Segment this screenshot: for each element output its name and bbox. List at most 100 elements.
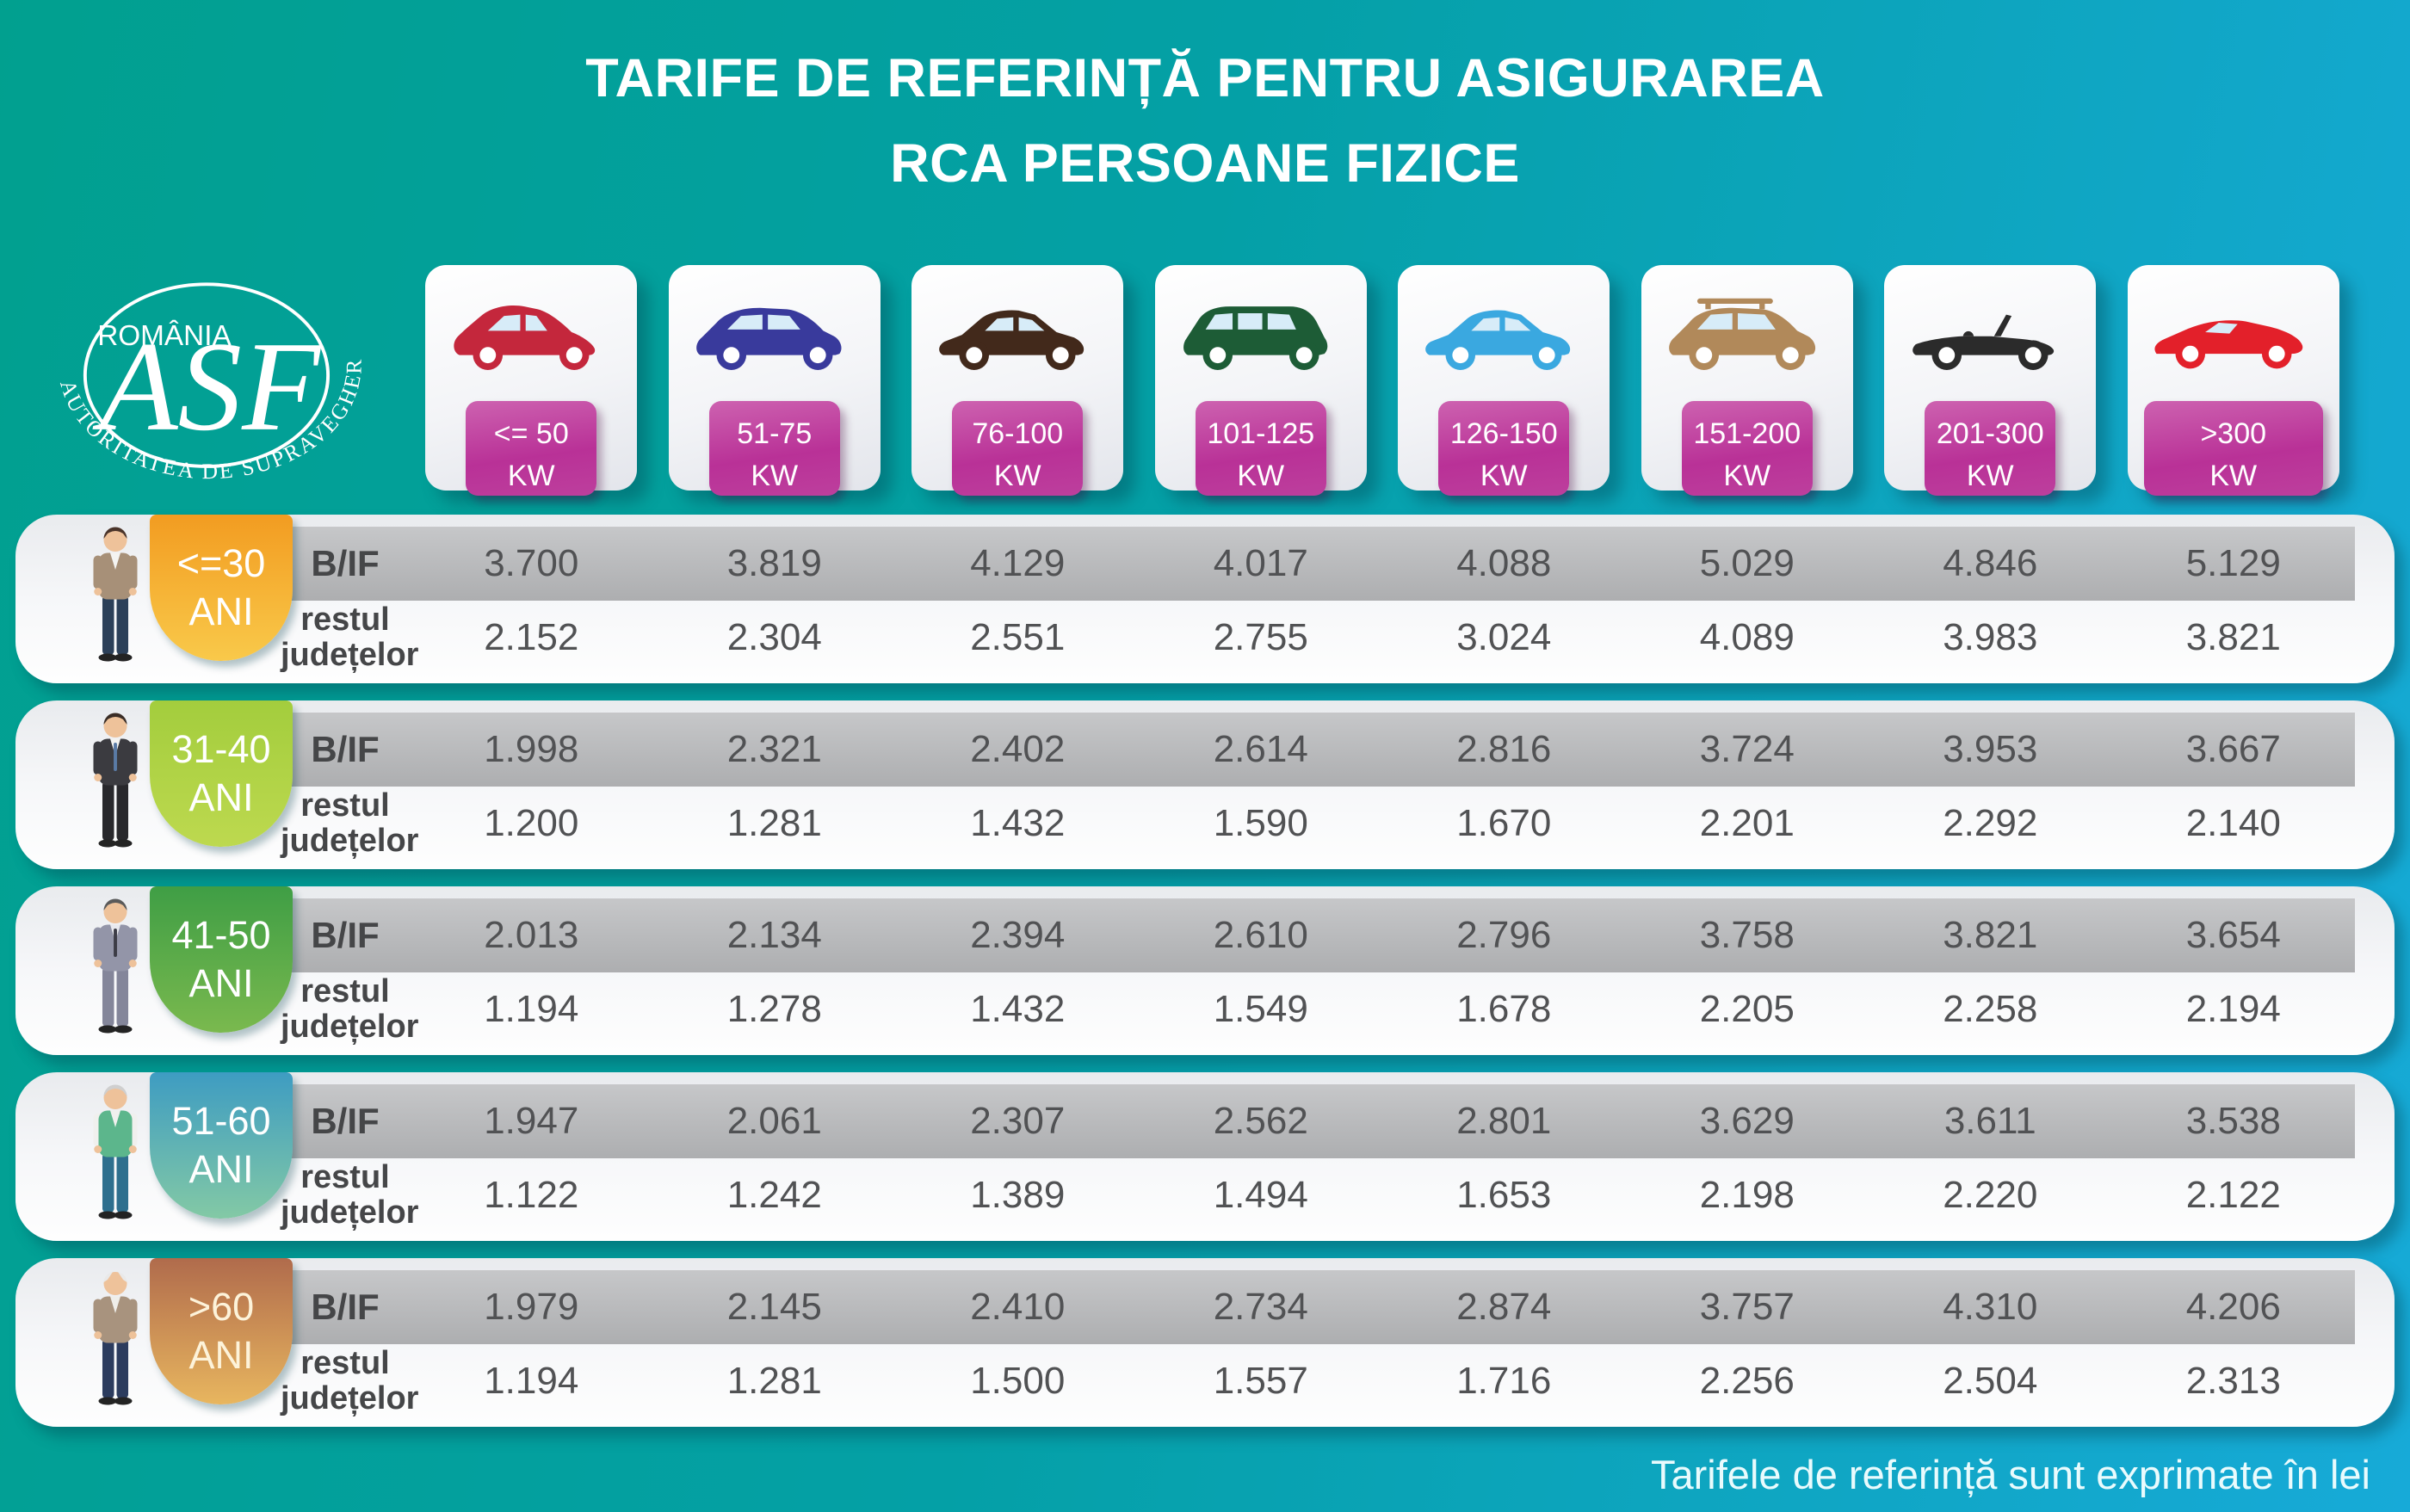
vehicle-card-76-100kw: 76-100 KW xyxy=(911,265,1124,496)
tariff-cell: 3.758 xyxy=(1699,914,1795,956)
tariff-cell: 2.313 xyxy=(2185,1360,2281,1402)
tariff-cell: 1.200 xyxy=(484,802,579,844)
tariff-cell: 1.281 xyxy=(726,1360,822,1402)
tariff-cell: 3.819 xyxy=(726,542,822,584)
kw-unit: KW xyxy=(1966,460,2014,493)
tariff-cell: 1.590 xyxy=(1213,802,1308,844)
bif-row: B/IF 1.947 2.061 2.307 2.562 2.801 3.629… xyxy=(281,1084,2355,1158)
tariff-cell: 1.653 xyxy=(1456,1174,1552,1216)
rest-row: restul județelor 1.194 1.278 1.432 1.549… xyxy=(281,971,2355,1048)
kw-label-201-300: 201-300 KW xyxy=(1925,401,2056,496)
asf-logo-graphic: ROMÂNIA ASF AUTORITATEA DE SUPRAVEGHERE … xyxy=(27,255,363,484)
age-bubble-51-60: 51-60 ANI xyxy=(150,1072,293,1219)
tariff-cell: 2.220 xyxy=(1943,1174,2038,1216)
rest-label-line1: restul xyxy=(300,1344,390,1381)
tariff-cell: 2.801 xyxy=(1456,1100,1552,1142)
tariff-cell: 4.088 xyxy=(1456,542,1552,584)
tariff-cell: 1.281 xyxy=(726,802,822,844)
rest-row-label: restul județelor xyxy=(281,973,419,1045)
tariff-cell: 1.278 xyxy=(726,988,822,1030)
rest-label-line2: județelor xyxy=(281,1009,419,1045)
tariff-cell: 1.494 xyxy=(1213,1174,1308,1216)
kw-label-51-75: 51-75 KW xyxy=(708,401,840,496)
tariff-cell: 3.700 xyxy=(484,542,579,584)
age-unit: ANI xyxy=(188,775,254,819)
tariff-cell: 1.194 xyxy=(484,1360,579,1402)
tariff-cell: 3.611 xyxy=(1943,1100,2036,1142)
vehicle-card-51-75kw: 51-75 KW xyxy=(668,265,881,496)
age-unit: ANI xyxy=(188,961,254,1005)
tariff-cell: 4.129 xyxy=(970,542,1066,584)
tariff-cell: 2.816 xyxy=(1456,728,1552,770)
tariff-cell: 2.410 xyxy=(970,1286,1066,1328)
tariff-cell: 2.194 xyxy=(2185,988,2281,1030)
tariff-cell: 2.013 xyxy=(484,914,579,956)
kw-range: 76-100 xyxy=(972,417,1064,450)
vehicle-card-151-200kw: 151-200 KW xyxy=(1641,265,1853,496)
bif-row-label: B/IF xyxy=(311,543,380,583)
tariff-cell: 4.017 xyxy=(1213,542,1308,584)
person-icon-young-man xyxy=(93,527,138,662)
asf-logo: ROMÂNIA ASF AUTORITATEA DE SUPRAVEGHERE … xyxy=(27,255,374,487)
tariff-cell: 2.122 xyxy=(2185,1174,2281,1216)
tariff-cell: 4.206 xyxy=(2185,1286,2281,1328)
tariff-cell: 5.129 xyxy=(2185,542,2281,584)
tariff-cell: 2.201 xyxy=(1699,802,1795,844)
tariff-cell: 1.500 xyxy=(970,1360,1066,1402)
tariff-cell: 2.061 xyxy=(726,1100,822,1142)
vehicle-card-126-150kw: 126-150 KW xyxy=(1398,265,1610,496)
tariff-cell: 1.242 xyxy=(726,1174,822,1216)
car-icon-sedan-light xyxy=(1425,310,1571,370)
age-bubble-31-40: 31-40 ANI xyxy=(150,700,293,847)
age-band-le30: <=30 ANI B/IF 3.700 3.819 4.129 4.017 4.… xyxy=(15,515,2395,683)
bif-row-label: B/IF xyxy=(311,729,380,769)
tariff-cell: 2.734 xyxy=(1213,1286,1308,1328)
tariff-cell: 2.256 xyxy=(1699,1360,1795,1402)
bif-row-label: B/IF xyxy=(311,915,380,955)
tariff-cell: 1.549 xyxy=(1213,988,1308,1030)
rest-label-line2: județelor xyxy=(281,823,419,859)
kw-unit: KW xyxy=(2209,460,2258,493)
rest-label-line2: județelor xyxy=(281,637,419,673)
page-title-line1: TARIFE DE REFERINȚĂ PENTRU ASIGURAREA xyxy=(585,48,1825,108)
tariff-cell: 1.122 xyxy=(484,1174,579,1216)
kw-label-gt300: >300 KW xyxy=(2143,401,2323,496)
tariff-cell: 2.610 xyxy=(1213,914,1308,956)
rest-label-line2: județelor xyxy=(281,1194,419,1231)
vehicle-card-gt300kw: >300 KW xyxy=(2127,265,2339,496)
tariff-cell: 1.194 xyxy=(484,988,579,1030)
header-spacer xyxy=(281,265,410,491)
car-icon-suv-compact xyxy=(695,307,842,370)
kw-unit: KW xyxy=(751,460,799,493)
tariff-cell: 3.629 xyxy=(1699,1100,1795,1142)
kw-label-126-150: 126-150 KW xyxy=(1438,401,1570,496)
rest-label-line1: restul xyxy=(300,601,390,638)
age-bubble-le30: <=30 ANI xyxy=(150,515,293,661)
tariff-cell: 3.821 xyxy=(1943,914,2038,956)
kw-unit: KW xyxy=(507,460,555,493)
tariff-cell: 3.983 xyxy=(1943,616,2038,658)
age-range: >60 xyxy=(188,1285,255,1330)
tariff-cell: 3.654 xyxy=(2185,914,2281,956)
rest-row: restul județelor 2.152 2.304 2.551 2.755… xyxy=(281,599,2355,676)
rest-row-label: restul județelor xyxy=(281,787,419,859)
tariff-cell: 2.152 xyxy=(484,616,579,658)
person-icon-older-man-vest xyxy=(93,1084,138,1219)
kw-range: 126-150 xyxy=(1449,417,1558,450)
tariff-cell: 1.716 xyxy=(1456,1360,1552,1402)
kw-label-101-125: 101-125 KW xyxy=(1195,401,1326,496)
age-range: 51-60 xyxy=(171,1099,271,1144)
bif-bar xyxy=(281,527,2355,601)
tariff-cell: 2.140 xyxy=(2185,802,2281,844)
bif-row: B/IF 1.998 2.321 2.402 2.614 2.816 3.724… xyxy=(281,713,2355,787)
rest-label-line1: restul xyxy=(300,787,390,824)
kw-range: 101-125 xyxy=(1207,417,1315,450)
bif-bar xyxy=(281,1270,2355,1344)
person-icon-middle-aged-man xyxy=(93,898,138,1034)
car-icon-convertible xyxy=(1913,314,2055,370)
tariff-cell: 2.394 xyxy=(970,914,1066,956)
tariff-cell: 2.562 xyxy=(1213,1100,1308,1142)
page-title-line2: RCA PERSOANE FIZICE xyxy=(890,133,1520,194)
tariff-cell: 2.614 xyxy=(1213,728,1308,770)
tariff-cell: 2.796 xyxy=(1456,914,1552,956)
